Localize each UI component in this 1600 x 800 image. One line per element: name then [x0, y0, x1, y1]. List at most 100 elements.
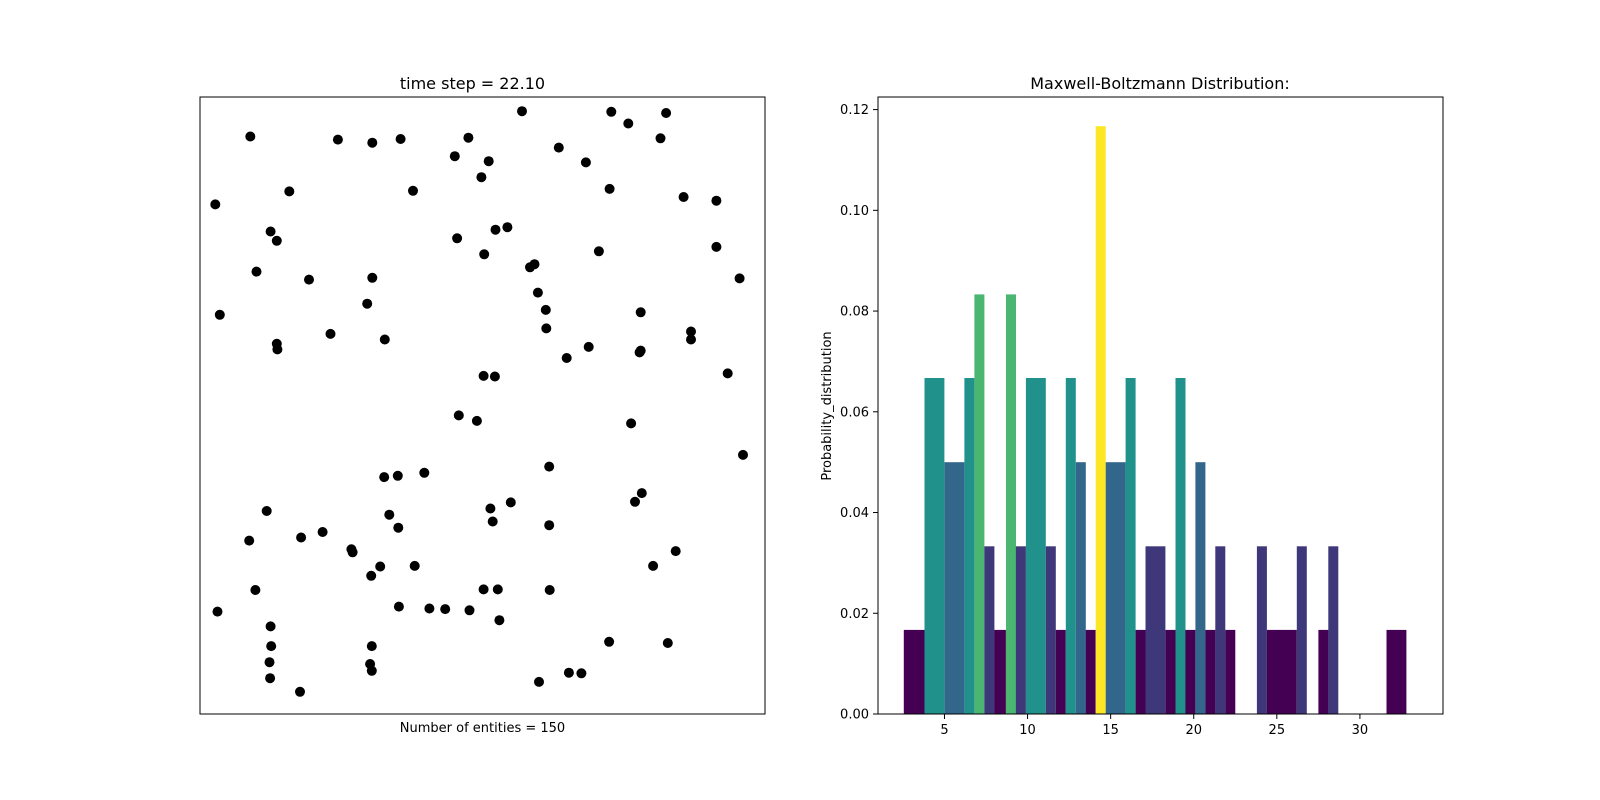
scatter-point — [264, 657, 275, 668]
scatter-point — [296, 532, 307, 543]
y-tick-label: 0.00 — [840, 708, 869, 723]
scatter-point — [379, 334, 390, 345]
histogram-panel: Maxwell-Boltzmann Distribution: 5 10 15 20 2… — [820, 74, 1444, 738]
scatter-point — [544, 585, 555, 595]
scatter-point — [583, 341, 594, 352]
scatter-point — [479, 249, 490, 260]
histogram-bar — [944, 462, 965, 714]
scatter-point — [604, 636, 615, 647]
y-tick-label: 0.02 — [840, 607, 869, 622]
scatter-point — [375, 561, 386, 572]
scatter-point — [534, 676, 544, 687]
histogram-bar — [1266, 629, 1297, 714]
scatter-point — [517, 106, 527, 117]
scatter-frame — [199, 96, 766, 715]
scatter-point — [449, 151, 460, 162]
histogram-title: Maxwell-Boltzmann Distribution: — [1030, 74, 1289, 93]
scatter-point — [419, 467, 430, 478]
scatter-point — [478, 370, 489, 381]
scatter-point — [392, 470, 403, 481]
scatter-point — [332, 134, 343, 145]
scatter-point — [738, 449, 748, 460]
scatter-point — [325, 328, 336, 339]
scatter-point — [635, 307, 646, 318]
scatter-point — [424, 603, 435, 614]
scatter-xlabel: Number of entities = 150 — [400, 721, 565, 736]
histogram-bar — [1175, 378, 1186, 714]
scatter-point — [648, 560, 659, 571]
histogram-bar — [1045, 546, 1056, 714]
histogram-bar — [1145, 546, 1166, 714]
scatter-point — [662, 638, 673, 648]
histogram-bar — [1328, 546, 1339, 714]
histogram-bar — [1055, 629, 1066, 714]
y-tick-label: 0.10 — [840, 204, 869, 219]
scatter-point — [464, 605, 475, 616]
histogram-bars — [903, 126, 1407, 714]
y-tick-label: 0.08 — [840, 305, 869, 320]
scatter-point — [485, 503, 496, 514]
histogram-bar — [903, 629, 925, 714]
x-tick-label: 10 — [1019, 723, 1036, 738]
histogram-bar — [1006, 294, 1016, 714]
scatter-point — [686, 326, 696, 337]
scatter-point — [580, 157, 591, 168]
scatter-point — [210, 199, 221, 210]
histogram-bar — [924, 378, 945, 714]
scatter-point — [544, 520, 555, 531]
scatter-point — [251, 266, 262, 277]
scatter-point — [635, 345, 646, 356]
scatter-point — [604, 183, 615, 194]
histogram-bar — [1095, 126, 1106, 714]
scatter-point — [393, 522, 404, 533]
scatter-point — [245, 131, 256, 142]
scatter-point — [317, 527, 328, 537]
histogram-bar — [1015, 546, 1026, 714]
scatter-point — [367, 272, 378, 283]
scatter-point — [483, 156, 494, 167]
y-axis-ticks: 0.00 0.02 0.04 0.06 0.08 0.10 0.12 — [840, 103, 878, 723]
scatter-point — [284, 186, 295, 197]
scatter-point — [271, 235, 282, 246]
scatter-point — [395, 134, 406, 144]
scatter-point — [362, 298, 373, 309]
scatter-point — [409, 560, 420, 571]
scatter-point — [686, 334, 696, 345]
scatter-title: time step = 22.10 — [400, 74, 545, 93]
histogram-bar — [1135, 629, 1146, 714]
scatter-point — [265, 226, 276, 237]
histogram-bar — [1065, 378, 1076, 714]
scatter-point — [261, 506, 272, 516]
histogram-bar — [1165, 629, 1176, 714]
scatter-point — [593, 246, 604, 257]
histogram-bar — [1125, 378, 1136, 714]
scatter-point — [623, 118, 634, 129]
histogram-bar — [1296, 546, 1307, 714]
scatter-point — [606, 106, 617, 117]
scatter-point — [366, 641, 377, 652]
scatter-point — [711, 195, 722, 206]
scatter-point — [408, 185, 418, 196]
scatter-point — [505, 497, 516, 508]
scatter-point — [452, 233, 463, 244]
scatter-point — [544, 461, 555, 472]
histogram-bar — [984, 546, 995, 714]
scatter-point — [711, 241, 722, 252]
x-axis-ticks: 5 10 15 20 25 30 — [940, 714, 1368, 738]
scatter-point — [214, 309, 225, 320]
scatter-point — [722, 368, 733, 379]
scatter-point — [244, 535, 255, 546]
scatter-point — [561, 353, 572, 363]
scatter-point — [636, 488, 647, 499]
scatter-point — [366, 665, 377, 676]
scatter-point — [463, 132, 474, 143]
histogram-bar — [1225, 629, 1236, 714]
histogram-bar — [1205, 629, 1216, 714]
histogram-bar — [1075, 462, 1086, 714]
scatter-point — [490, 224, 501, 235]
scatter-point — [553, 142, 564, 153]
histogram-bar — [1215, 546, 1226, 714]
x-tick-label: 20 — [1185, 723, 1202, 738]
x-tick-label: 30 — [1352, 723, 1369, 738]
